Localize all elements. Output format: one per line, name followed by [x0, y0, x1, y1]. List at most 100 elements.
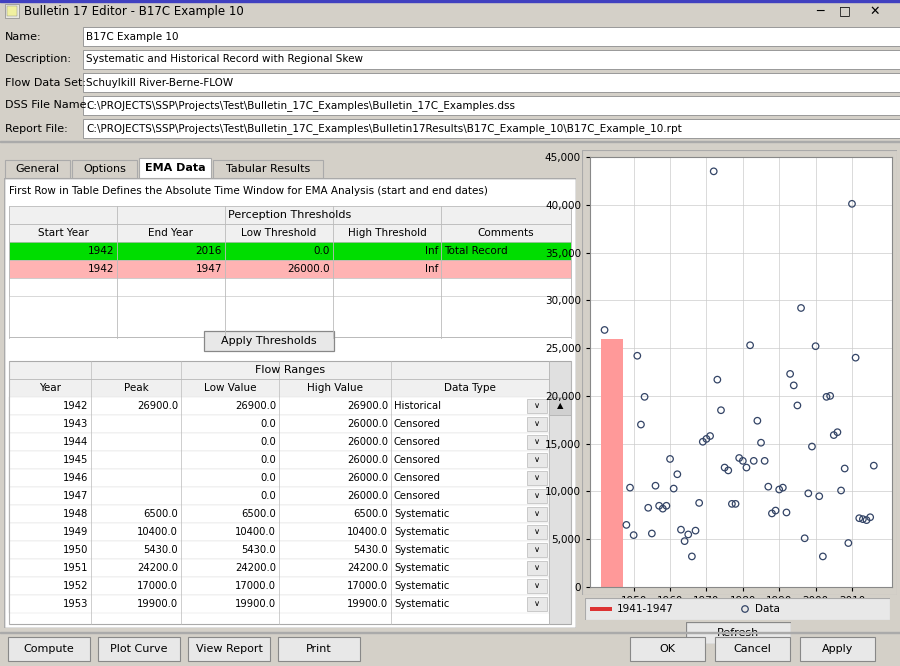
- Point: [670, 469, 685, 480]
- Point: [739, 462, 753, 473]
- Text: 0.0: 0.0: [260, 491, 276, 501]
- Text: ∨: ∨: [534, 456, 540, 464]
- Point: [681, 529, 696, 539]
- Text: Censored: Censored: [394, 437, 441, 447]
- Text: 26000.0: 26000.0: [347, 437, 388, 447]
- Text: 5430.0: 5430.0: [354, 545, 388, 555]
- Bar: [9, 541, 549, 559]
- Bar: [83, 96, 900, 115]
- Point: [721, 465, 735, 476]
- Text: 0.0: 0.0: [260, 419, 276, 429]
- Bar: [5, 4, 19, 18]
- Bar: [527, 417, 547, 431]
- Bar: [527, 489, 547, 503]
- Bar: [9, 361, 571, 624]
- Point: [776, 482, 790, 493]
- Point: [758, 456, 772, 466]
- Bar: [8, 637, 90, 661]
- Bar: [83, 27, 900, 46]
- Text: Systematic and Historical Record with Regional Skew: Systematic and Historical Record with Re…: [86, 55, 363, 65]
- Text: 26900.0: 26900.0: [346, 401, 388, 411]
- Bar: [527, 561, 547, 575]
- Bar: [213, 160, 323, 178]
- Point: [710, 374, 724, 385]
- Text: Total Record: Total Record: [444, 246, 508, 256]
- Text: Censored: Censored: [394, 455, 441, 465]
- Text: 1942: 1942: [87, 246, 114, 256]
- Point: [838, 463, 852, 474]
- Text: 1946: 1946: [63, 473, 88, 483]
- Point: [754, 438, 769, 448]
- Point: [630, 350, 644, 361]
- Bar: [549, 361, 571, 624]
- Bar: [0, 0, 900, 2]
- Text: Compute: Compute: [23, 644, 75, 654]
- Text: 1949: 1949: [63, 527, 88, 537]
- Point: [765, 508, 779, 519]
- Text: 5430.0: 5430.0: [143, 545, 178, 555]
- Bar: [139, 158, 211, 178]
- Text: Data Type: Data Type: [444, 383, 496, 393]
- Text: Systematic: Systematic: [394, 527, 449, 537]
- Text: Options: Options: [83, 164, 126, 174]
- Text: ∨: ∨: [534, 581, 540, 591]
- Text: ∨: ∨: [534, 545, 540, 555]
- Text: B17C Example 10: B17C Example 10: [86, 31, 178, 41]
- Text: Year: Year: [39, 383, 61, 393]
- Point: [738, 603, 752, 614]
- Point: [783, 368, 797, 379]
- Text: 6500.0: 6500.0: [353, 509, 388, 519]
- Text: Apply Thresholds: Apply Thresholds: [221, 336, 317, 346]
- Text: ∨: ∨: [534, 599, 540, 609]
- Text: 10400.0: 10400.0: [235, 527, 276, 537]
- Text: 1952: 1952: [62, 581, 88, 591]
- Text: Historical: Historical: [394, 401, 441, 411]
- Text: Flow Data Set:: Flow Data Set:: [5, 77, 86, 87]
- Bar: [83, 119, 900, 138]
- Point: [812, 491, 826, 501]
- Text: 1942: 1942: [87, 264, 114, 274]
- Text: Cancel: Cancel: [734, 644, 771, 654]
- Point: [845, 198, 859, 209]
- Point: [696, 436, 710, 447]
- Point: [863, 512, 878, 523]
- Bar: [9, 505, 549, 523]
- Bar: [9, 487, 549, 505]
- Text: 1945: 1945: [63, 455, 88, 465]
- Text: C:\PROJECTS\SSP\Projects\Test\Bulletin_17C_Examples\Bulletin17Results\B17C_Examp: C:\PROJECTS\SSP\Projects\Test\Bulletin_1…: [86, 123, 682, 134]
- Text: Censored: Censored: [394, 419, 441, 429]
- Point: [815, 551, 830, 561]
- Bar: [9, 469, 549, 487]
- Bar: [7, 6, 17, 16]
- Text: 1953: 1953: [63, 599, 88, 609]
- Text: 6500.0: 6500.0: [143, 509, 178, 519]
- Bar: [527, 543, 547, 557]
- Point: [703, 431, 717, 442]
- Text: Description:: Description:: [5, 55, 72, 65]
- Text: 1950: 1950: [63, 545, 88, 555]
- Text: 26000.0: 26000.0: [287, 264, 330, 274]
- Bar: [83, 73, 900, 92]
- Text: High Value: High Value: [307, 383, 363, 393]
- Point: [801, 488, 815, 499]
- Text: ─: ─: [816, 5, 824, 17]
- Text: 26000.0: 26000.0: [347, 491, 388, 501]
- Bar: [549, 397, 571, 415]
- Text: 10400.0: 10400.0: [137, 527, 178, 537]
- Text: 0.0: 0.0: [260, 455, 276, 465]
- Bar: [5, 160, 70, 178]
- Text: 26000.0: 26000.0: [347, 473, 388, 483]
- Bar: [9, 415, 549, 433]
- Text: 17000.0: 17000.0: [235, 581, 276, 591]
- Bar: [188, 637, 270, 661]
- Text: 26900.0: 26900.0: [137, 401, 178, 411]
- Bar: [527, 597, 547, 611]
- Text: EMA Data: EMA Data: [145, 163, 205, 173]
- Text: 26000.0: 26000.0: [347, 455, 388, 465]
- Text: 1951: 1951: [62, 563, 88, 573]
- Point: [641, 502, 655, 513]
- Bar: [527, 399, 547, 413]
- Point: [746, 456, 760, 466]
- Text: 24200.0: 24200.0: [137, 563, 178, 573]
- Text: 1942: 1942: [63, 401, 88, 411]
